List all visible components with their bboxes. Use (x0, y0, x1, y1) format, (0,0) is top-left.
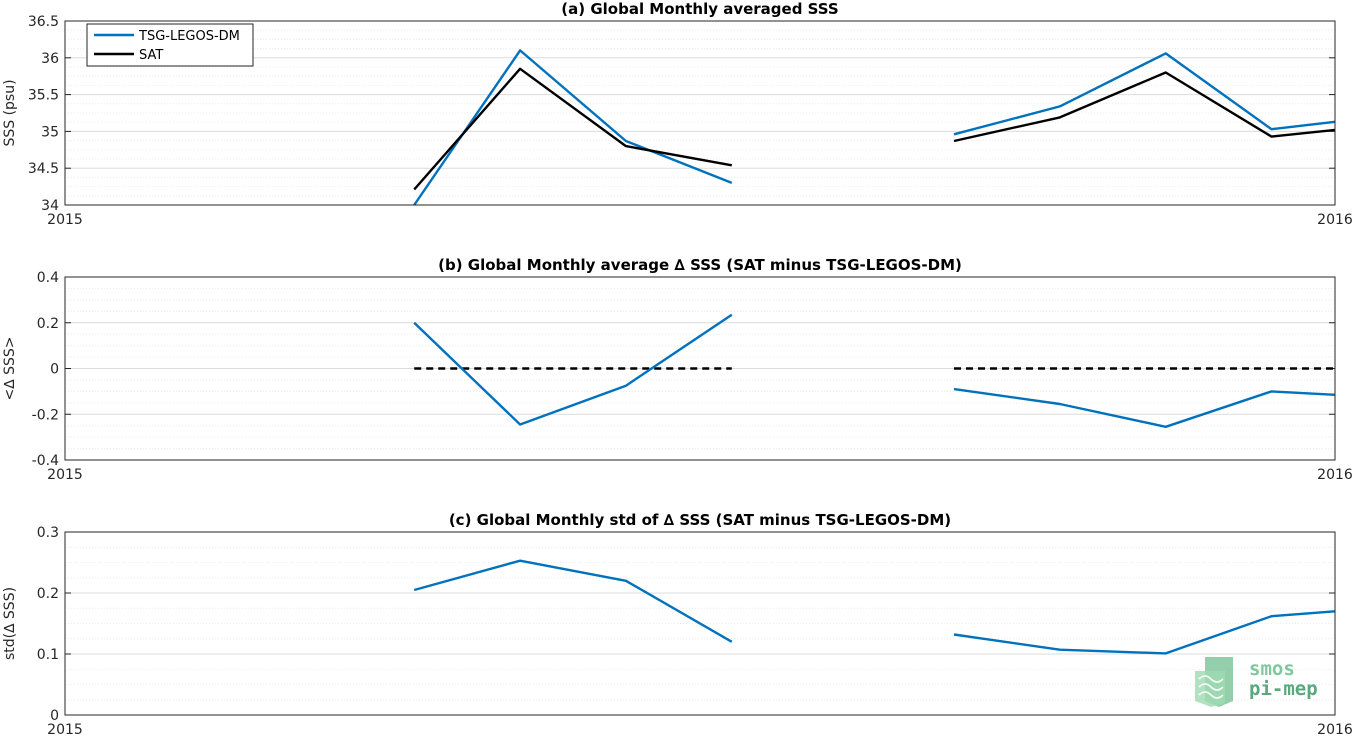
y-axis-label: std(∆ SSS) (2, 587, 18, 660)
logo-text-line1: smos (1249, 658, 1295, 680)
y-tick-label: 35.5 (28, 88, 59, 104)
logo-emblem-icon (1195, 657, 1233, 707)
y-tick-label: 0.4 (37, 270, 59, 286)
chart-panel-2: 0 0.1 0.2 0.3 2015 2016 (c) Global Monthly std… (2, 511, 1353, 737)
y-tick-label: -0.4 (32, 453, 59, 469)
chart-title: (a) Global Monthly averaged SSS (561, 0, 838, 18)
y-tick-label: 0.1 (37, 647, 59, 663)
y-tick-label: 34 (41, 198, 59, 214)
logo-text-line2: pi-mep (1249, 678, 1318, 700)
smos-pi-mep-logo: smos pi-mep (1195, 657, 1318, 707)
series-line-delta-sss (413, 313, 733, 426)
series-line-sat (413, 67, 733, 191)
x-tick-label: 2015 (47, 467, 83, 483)
y-tick-label: 35 (41, 124, 59, 140)
x-tick-label: 2015 (47, 212, 83, 228)
y-tick-label: 34.5 (28, 161, 59, 177)
chart-title: (b) Global Monthly average ∆ SSS (SAT mi… (438, 256, 962, 274)
y-tick-label: 36.5 (28, 14, 59, 30)
series-line-sat (953, 71, 1336, 143)
legend-label: TSG-LEGOS-DM (138, 29, 240, 44)
y-tick-label: 0.2 (37, 586, 59, 602)
y-tick-label: -0.2 (32, 407, 59, 423)
series-line-delta-sss (953, 387, 1336, 428)
chart-panel-0: 34 34.5 35 35.5 36 36.5 2015 2016 (a) Global Mon… (2, 0, 1353, 228)
series-line-tsg-legos-dm (953, 52, 1336, 136)
series-line-delta-sss (953, 610, 1336, 655)
chart-panel-1: -0.4 -0.2 0 0.2 0.4 2015 2016 (b) Global Monthl… (2, 256, 1353, 483)
legend: TSG-LEGOS-DM SAT (86, 23, 254, 67)
series-line-tsg-legos-dm (413, 49, 733, 206)
axes-box (64, 276, 1336, 461)
legend-box (86, 23, 254, 67)
y-tick-label: 0.3 (37, 525, 59, 541)
legend-label: SAT (139, 48, 163, 63)
axes-box (64, 20, 1336, 206)
x-tick-label: 2016 (1317, 722, 1353, 737)
axes-box (64, 531, 1336, 716)
y-axis-label: <∆ SSS> (2, 337, 18, 401)
x-tick-label: 2016 (1317, 212, 1353, 228)
y-tick-label: 0 (50, 362, 59, 378)
y-tick-label: 36 (41, 51, 59, 67)
y-tick-label: 0.2 (37, 316, 59, 332)
chart-title: (c) Global Monthly std of ∆ SSS (SAT min… (449, 511, 951, 529)
y-tick-label: 0 (50, 708, 59, 724)
y-axis-label: SSS (psu) (2, 79, 18, 146)
series-line-delta-sss (413, 559, 733, 643)
x-tick-label: 2015 (47, 722, 83, 737)
x-tick-label: 2016 (1317, 467, 1353, 483)
